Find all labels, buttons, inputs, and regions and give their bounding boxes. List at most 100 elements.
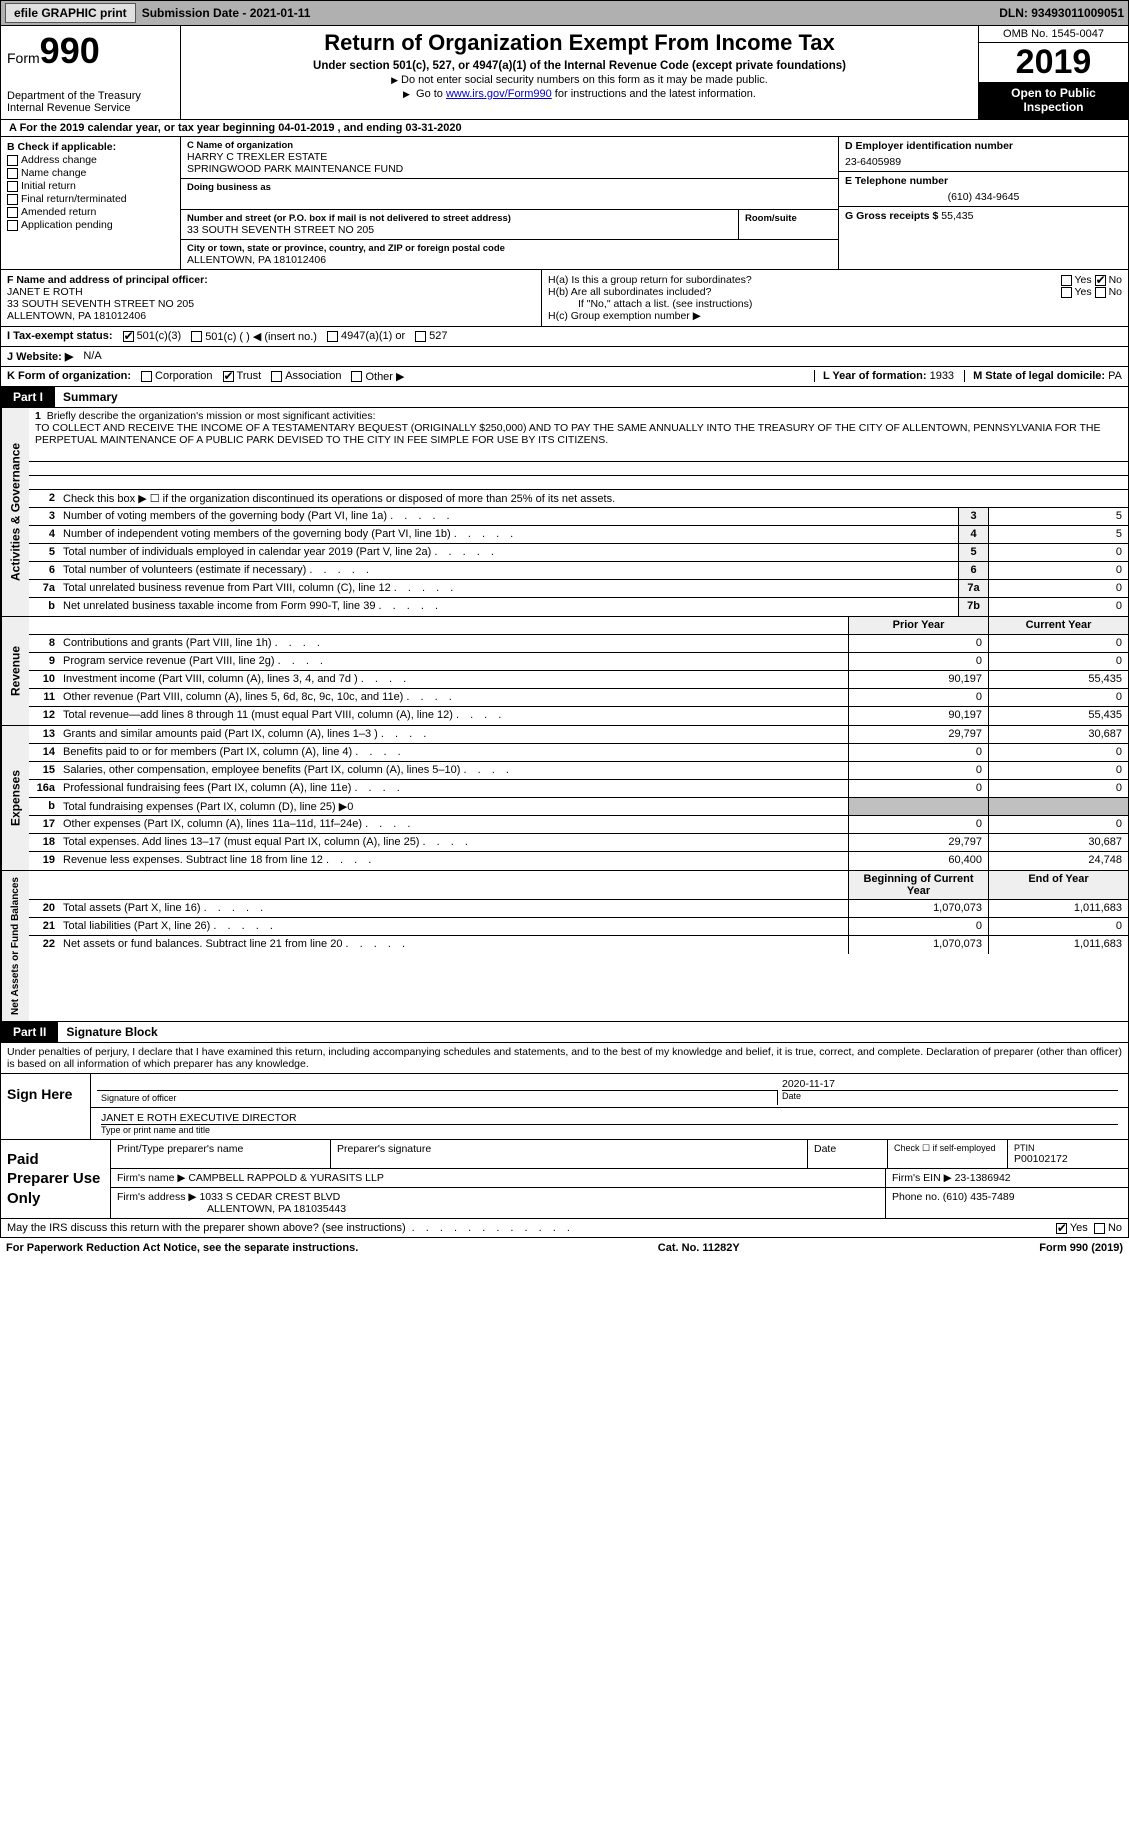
- dln-value: 93493011009051: [1031, 6, 1124, 20]
- table-row: 19Revenue less expenses. Subtract line 1…: [29, 852, 1128, 870]
- table-row: 13Grants and similar amounts paid (Part …: [29, 726, 1128, 744]
- part-i-tab: Part I: [1, 387, 55, 407]
- expenses-vtab: Expenses: [1, 726, 29, 870]
- submission-date-value: 2021-01-11: [250, 6, 311, 20]
- sig-officer-label: Signature of officer: [101, 1093, 773, 1103]
- table-row: 22Net assets or fund balances. Subtract …: [29, 936, 1128, 954]
- cb-application-pending-label: Application pending: [21, 219, 113, 231]
- opt-4947: 4947(a)(1) or: [341, 330, 405, 342]
- line-2-desc: Check this box ▶ ☐ if the organization d…: [59, 490, 1128, 507]
- officer-label: F Name and address of principal officer:: [7, 274, 535, 286]
- year-formation: L Year of formation: 1933: [814, 370, 954, 382]
- hb-no: No: [1109, 286, 1122, 298]
- ssn-note: Do not enter social security numbers on …: [187, 74, 972, 86]
- state-domicile-value: PA: [1108, 370, 1122, 382]
- line-i: I Tax-exempt status: 501(c)(3) 501(c) ( …: [0, 327, 1129, 347]
- cb-amended-return[interactable]: Amended return: [7, 206, 174, 218]
- opt-assoc: Association: [285, 370, 341, 382]
- mission-label: Briefly describe the organization's miss…: [47, 410, 376, 422]
- hb-answer: Yes No: [1061, 286, 1123, 298]
- tax-status-501c3[interactable]: 501(c)(3): [123, 330, 182, 342]
- table-row: 14Benefits paid to or for members (Part …: [29, 744, 1128, 762]
- top-bar: efile GRAPHIC print Submission Date - 20…: [0, 0, 1129, 26]
- ptin-label: PTIN: [1014, 1143, 1122, 1153]
- efile-print-button[interactable]: efile GRAPHIC print: [5, 3, 136, 23]
- website-value: N/A: [83, 350, 101, 362]
- firm-name-value: CAMPBELL RAPPOLD & YURASITS LLP: [188, 1172, 384, 1184]
- table-row: 9Program service revenue (Part VIII, lin…: [29, 653, 1128, 671]
- form-org-trust[interactable]: Trust: [223, 370, 262, 382]
- opt-527: 527: [429, 330, 447, 342]
- tax-status-4947[interactable]: 4947(a)(1) or: [327, 330, 405, 342]
- firm-ein-value: 23-1386942: [955, 1172, 1011, 1184]
- form-org-other[interactable]: Other ▶: [351, 370, 404, 383]
- table-row: 4Number of independent voting members of…: [29, 526, 1128, 544]
- row-fh: F Name and address of principal officer:…: [0, 270, 1129, 327]
- state-domicile-label: M State of legal domicile:: [973, 370, 1108, 382]
- header-left: Form990 Department of the Treasury Inter…: [1, 26, 181, 119]
- firm-phone-label: Phone no.: [892, 1191, 943, 1203]
- ein-value: 23-6405989: [845, 156, 1122, 168]
- table-row: bTotal fundraising expenses (Part IX, co…: [29, 798, 1128, 816]
- self-employed-check[interactable]: Check ☐ if self-employed: [888, 1140, 1008, 1168]
- period-line: A For the 2019 calendar year, or tax yea…: [0, 120, 1129, 137]
- hc-label: H(c) Group exemption number ▶: [548, 310, 1122, 322]
- cb-final-return[interactable]: Final return/terminated: [7, 193, 174, 205]
- ptin-value: P00102172: [1014, 1153, 1122, 1165]
- column-c: C Name of organization HARRY C TREXLER E…: [181, 137, 838, 269]
- table-row: bNet unrelated business taxable income f…: [29, 598, 1128, 616]
- goto-post: for instructions and the latest informat…: [552, 88, 756, 100]
- opt-501c3: 501(c)(3): [137, 330, 182, 342]
- period-text-b: , and ending: [334, 122, 405, 134]
- column-d: D Employer identification number 23-6405…: [838, 137, 1128, 269]
- opt-other: Other ▶: [365, 371, 404, 383]
- line-k-label: K Form of organization:: [7, 370, 131, 382]
- irs-form990-link[interactable]: www.irs.gov/Form990: [446, 88, 552, 100]
- prior-year-header: Prior Year: [848, 617, 988, 634]
- hb-note: If "No," attach a list. (see instruction…: [548, 298, 1122, 310]
- sign-here-label: Sign Here: [1, 1074, 91, 1139]
- irs-label: Internal Revenue Service: [7, 102, 174, 114]
- netassets-vtab: Net Assets or Fund Balances: [1, 871, 29, 1021]
- table-row: 8Contributions and grants (Part VIII, li…: [29, 635, 1128, 653]
- gross-receipts-value: 55,435: [941, 210, 973, 222]
- part-ii-header: Part II Signature Block: [0, 1022, 1129, 1043]
- period-begin: 04-01-2019: [278, 122, 334, 134]
- discuss-no: No: [1108, 1222, 1122, 1234]
- part-i-header: Part I Summary: [0, 387, 1129, 408]
- state-domicile: M State of legal domicile: PA: [964, 370, 1122, 382]
- tax-status-501c[interactable]: 501(c) ( ) ◀ (insert no.): [191, 330, 317, 343]
- tax-status-527[interactable]: 527: [415, 330, 447, 342]
- cb-amended-return-label: Amended return: [21, 206, 96, 218]
- mission-block: 1 Briefly describe the organization's mi…: [29, 408, 1128, 448]
- irs-discuss-row: May the IRS discuss this return with the…: [0, 1219, 1129, 1238]
- line-j: J Website: ▶ N/A: [0, 347, 1129, 367]
- cb-name-change[interactable]: Name change: [7, 167, 174, 179]
- preparer-name-header: Print/Type preparer's name: [111, 1140, 331, 1168]
- sig-name-value: JANET E ROTH EXECUTIVE DIRECTOR: [101, 1112, 1118, 1125]
- cb-initial-return[interactable]: Initial return: [7, 180, 174, 192]
- table-row: 11Other revenue (Part VIII, column (A), …: [29, 689, 1128, 707]
- mission-blank-line-2: [29, 462, 1128, 476]
- header-right: OMB No. 1545-0047 2019 Open to Public In…: [978, 26, 1128, 119]
- table-row: 7aTotal unrelated business revenue from …: [29, 580, 1128, 598]
- org-name-2: SPRINGWOOD PARK MAINTENANCE FUND: [187, 163, 832, 175]
- cb-application-pending[interactable]: Application pending: [7, 219, 174, 231]
- form-prefix: Form: [7, 50, 40, 66]
- form-org-corp[interactable]: Corporation: [141, 370, 212, 382]
- table-row: 12Total revenue—add lines 8 through 11 (…: [29, 707, 1128, 725]
- paid-preparer-label: Paid Preparer Use Only: [1, 1140, 111, 1219]
- cb-address-change[interactable]: Address change: [7, 154, 174, 166]
- table-row: 20Total assets (Part X, line 16) . . . .…: [29, 900, 1128, 918]
- dba-label: Doing business as: [187, 182, 832, 193]
- form-org-assoc[interactable]: Association: [271, 370, 341, 382]
- form-footer: Form 990 (2019): [1039, 1242, 1123, 1254]
- revenue-vtab: Revenue: [1, 617, 29, 725]
- year-formation-label: L Year of formation:: [823, 370, 930, 382]
- preparer-date-header: Date: [808, 1140, 888, 1168]
- firm-addr1: 1033 S CEDAR CREST BLVD: [199, 1191, 340, 1203]
- col-b-title: B Check if applicable:: [7, 141, 174, 153]
- irs-discuss-label: May the IRS discuss this return with the…: [7, 1222, 406, 1234]
- sig-date-label: Date: [782, 1090, 1118, 1101]
- goto-pre: Go to: [416, 88, 446, 100]
